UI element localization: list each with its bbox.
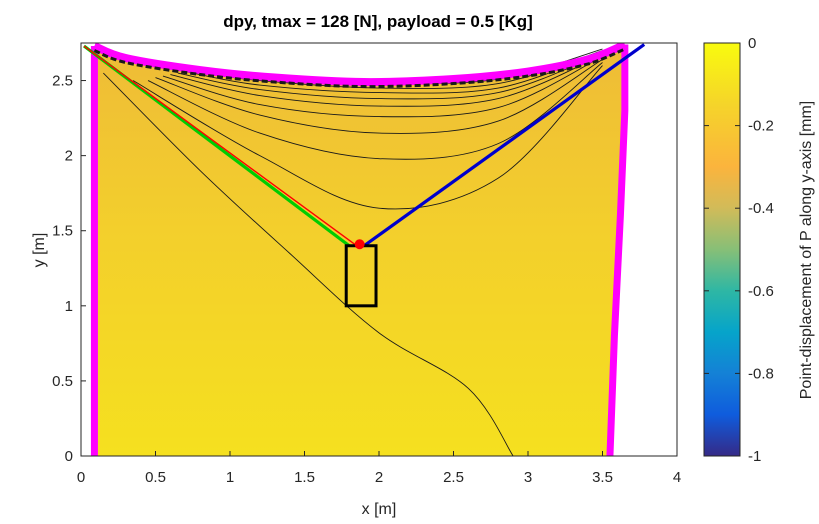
colorbar-tick-label: -0.4 [748,200,774,217]
contour-line-3 [147,62,603,160]
y-tick-label: 2.5 [52,73,73,90]
boundary-right [606,44,629,456]
contour-line-5 [162,56,603,118]
y-tick-label: 1 [65,298,73,315]
y-tick-label: 1.5 [52,223,73,240]
x-tick-label: 2.5 [443,469,464,486]
colorbar-tick-label: -0.8 [748,365,774,382]
y-axis-label: y [m] [31,233,48,268]
colorbar-label: Point-displacement of P along y-axis [mm… [798,101,815,400]
chart-title: dpy, tmax = 128 [N], payload = 0.5 [Kg] [223,12,533,31]
cable-3 [363,43,646,248]
colorbar-tick-label: -0.2 [748,118,774,135]
x-ticks: 0 0.5 1 1.5 2 2.5 3 3.5 4 [77,451,681,486]
x-tick-label: 3.5 [592,469,613,486]
payload-point [354,239,365,250]
x-tick-label: 0.5 [145,469,166,486]
colorbar-tick-label: -0.6 [748,283,774,300]
contour-band [93,47,626,89]
x-tick-label: 0 [77,469,85,486]
plot-layer [83,43,646,456]
cable-2 [83,45,358,247]
contour-line-2 [132,65,603,210]
x-tick-label: 2 [375,469,383,486]
field-fill [94,44,625,456]
contour-line-1 [103,72,514,456]
contour-line-8 [185,51,603,94]
boundary-top [92,43,627,87]
y-tick-label: 2 [65,148,73,165]
colorbar-tick-label: -1 [748,448,761,465]
x-axis-label: x [m] [362,501,397,518]
y-tick-label: 0.5 [52,373,73,390]
contour-line-7 [177,53,603,100]
contour-line-6 [170,54,603,107]
contour-line-4 [155,59,603,134]
colorbar [703,42,741,457]
y-ticks: 0 0.5 1 1.5 2 2.5 [52,73,86,465]
colorbar-tick-label: 0 [748,35,756,52]
x-tick-label: 1 [226,469,234,486]
x-tick-label: 1.5 [294,469,315,486]
x-tick-label: 4 [673,469,681,486]
x-tick-label: 3 [524,469,532,486]
y-tick-label: 0 [65,448,73,465]
cable-1 [83,44,351,248]
colorbar-ticks: 0 -0.2 -0.4 -0.6 -0.8 -1 [704,35,774,465]
